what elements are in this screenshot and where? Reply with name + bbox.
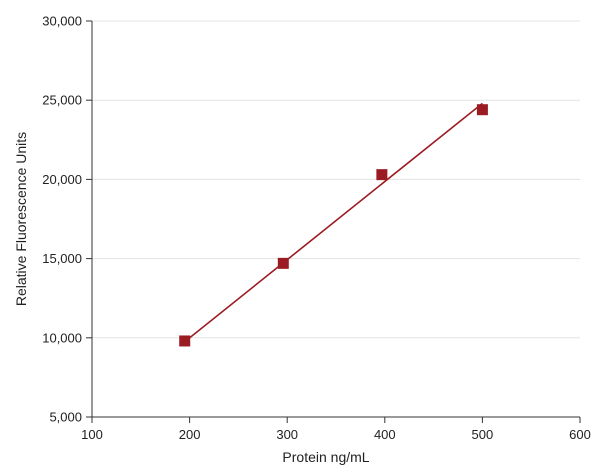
y-tick-label: 20,000 xyxy=(42,172,82,187)
data-point xyxy=(376,169,388,181)
data-point xyxy=(476,104,488,116)
data-point xyxy=(277,257,289,269)
fit-line xyxy=(184,102,483,343)
x-axis-label: Protein ng/mL xyxy=(282,449,369,465)
y-axis-label: Relative Fluorescence Units xyxy=(13,132,29,306)
gridlines xyxy=(92,20,580,339)
y-tick-label: 25,000 xyxy=(42,93,82,108)
x-tick-label: 600 xyxy=(569,427,591,442)
y-tick-label: 5,000 xyxy=(49,410,82,425)
data-marks xyxy=(179,102,488,347)
x-tick-label: 200 xyxy=(179,427,201,442)
x-tick-label: 300 xyxy=(276,427,298,442)
axes xyxy=(86,20,581,423)
x-tick-label: 500 xyxy=(472,427,494,442)
data-point xyxy=(179,335,191,347)
tick-labels: 5,000 10,000 15,000 20,000 25,000 30,000 100 20… xyxy=(42,14,591,443)
y-tick-label: 30,000 xyxy=(42,14,82,29)
y-tick-label: 10,000 xyxy=(42,330,82,345)
y-tick-label: 15,000 xyxy=(42,251,82,266)
x-tick-label: 100 xyxy=(81,427,103,442)
x-tick-label: 400 xyxy=(374,427,396,442)
